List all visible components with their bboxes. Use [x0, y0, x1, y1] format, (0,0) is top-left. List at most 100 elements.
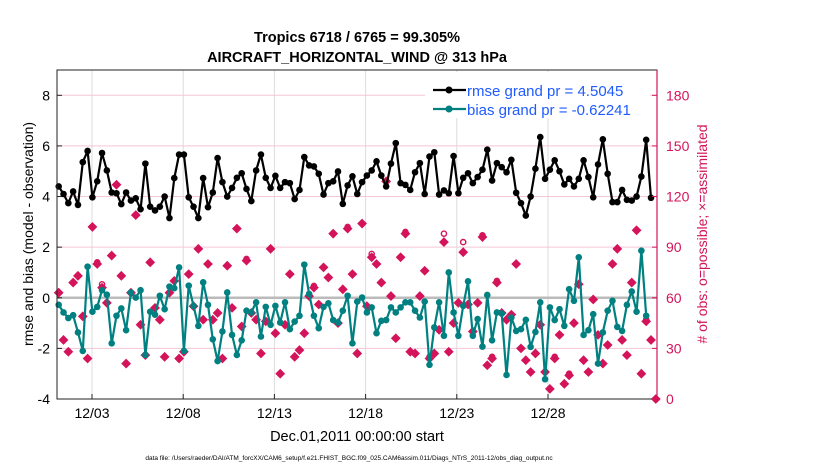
rmse-point [512, 189, 520, 197]
obs-assimilated-marker [491, 277, 502, 288]
rmse-point [276, 184, 284, 192]
rmse-point [522, 212, 530, 219]
obs-assimilated-marker [58, 335, 69, 345]
obs-assimilated-marker [73, 270, 83, 281]
y-right-tick-label: 30 [666, 340, 682, 356]
obs-assimilated-marker [453, 297, 464, 308]
bias-point [406, 299, 414, 306]
rmse-point [387, 160, 395, 167]
bias-point [532, 328, 539, 336]
rmse-point [214, 154, 221, 162]
rmse-point [570, 183, 578, 190]
rmse-point [594, 161, 602, 168]
x-tick-label: 12/23 [439, 405, 474, 421]
bias-point [98, 286, 106, 294]
obs-assimilated-marker [602, 340, 613, 350]
rmse-point [320, 191, 327, 198]
bias-point [426, 361, 433, 369]
rmse-point [146, 203, 154, 210]
rmse-point [647, 194, 655, 202]
obs-assimilated-marker [482, 360, 493, 371]
bias-point [609, 297, 616, 305]
obs-assimilated-marker [477, 232, 488, 242]
rmse-point [132, 195, 140, 202]
rmse-point [455, 189, 462, 197]
bias-point [267, 321, 274, 329]
rmse-point [392, 139, 400, 147]
rmse-point [353, 190, 361, 198]
x-tick-label: 12/18 [348, 405, 383, 421]
obs-assimilated-marker [347, 269, 358, 280]
bias-point [291, 318, 298, 325]
obs-assimilated-marker [578, 355, 589, 366]
bias-point [363, 309, 371, 316]
bias-point [469, 332, 477, 340]
rmse-point [421, 190, 428, 198]
obs-assimilated-marker [530, 348, 541, 359]
obs-assimilated-marker [520, 355, 531, 366]
rmse-point [445, 189, 453, 197]
y-right-tick-label: 120 [666, 189, 690, 205]
obs-assimilated-marker [511, 259, 522, 269]
bias-point [546, 304, 554, 311]
rmse-point [252, 167, 260, 174]
obs-assimilated-marker [130, 210, 141, 221]
y-left-tick-label: -4 [38, 391, 51, 407]
obs-assimilated-marker [386, 291, 396, 301]
bias-point [585, 326, 592, 334]
rmse-point [474, 173, 481, 181]
obs-assimilated-marker [116, 270, 127, 281]
obs-assimilated-marker [516, 343, 526, 354]
rmse-point [98, 149, 106, 157]
bias-point [151, 311, 159, 319]
rmse-point [358, 178, 366, 186]
rmse-point [334, 168, 342, 175]
rmse-point [435, 191, 443, 198]
obs-assimilated-marker [405, 346, 416, 357]
rmse-point [440, 187, 448, 194]
rmse-point [613, 198, 621, 206]
bias-point [55, 301, 62, 309]
bias-point [435, 299, 443, 306]
rmse-point [60, 190, 67, 198]
obs-assimilated-marker [588, 294, 599, 305]
rmse-point [464, 169, 472, 177]
bias-point [479, 343, 486, 350]
y-left-tick-label: 8 [42, 87, 50, 103]
bias-point [349, 340, 356, 347]
obs-assimilated-marker [626, 277, 637, 288]
chart-title-line-2: AIRCRAFT_HORIZONTAL_WIND @ 313 hPa [207, 50, 508, 66]
bias-point [580, 331, 587, 339]
rmse-point [479, 166, 486, 174]
bias-point [233, 351, 241, 359]
rmse-point [459, 174, 467, 182]
obs-assimilated-marker [323, 272, 334, 283]
bias-point [79, 347, 87, 355]
rmse-point [642, 136, 650, 144]
obs-assimilated-marker [87, 222, 98, 232]
rmse-point [118, 200, 125, 208]
bias-point [84, 263, 91, 270]
obs-assimilated-marker [554, 329, 565, 340]
obs-assimilated-marker [352, 348, 363, 359]
bias-point [416, 314, 424, 321]
obs-assimilated-marker [564, 370, 575, 381]
obs-assimilated-marker [318, 262, 329, 273]
rmse-point [411, 168, 419, 176]
rmse-point [137, 205, 144, 213]
obs-assimilated-marker [371, 259, 382, 269]
rmse-point [609, 198, 616, 206]
obs-assimilated-marker [265, 243, 276, 254]
bias-point [623, 301, 631, 309]
bias-point [508, 314, 515, 321]
bias-point [633, 308, 640, 315]
bias-point [219, 328, 226, 335]
rmse-point [527, 193, 534, 200]
y-right-tick-label: 180 [666, 87, 690, 103]
rmse-point [166, 214, 173, 222]
bias-point [223, 289, 231, 296]
obs-assimilated-marker [159, 351, 170, 362]
obs-assimilated-marker [193, 243, 204, 254]
obs-assimilated-marker [121, 358, 132, 369]
rmse-point [373, 158, 380, 165]
